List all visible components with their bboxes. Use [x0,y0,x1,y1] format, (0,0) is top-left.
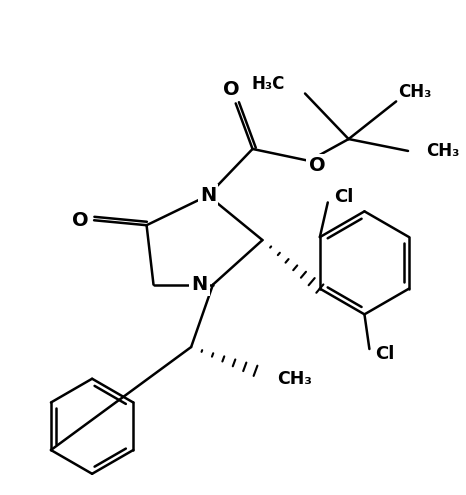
Text: CH₃: CH₃ [277,370,312,388]
Text: Cl: Cl [334,189,353,206]
Text: N: N [191,275,207,294]
Text: H₃C: H₃C [252,75,285,93]
Text: O: O [308,156,325,175]
Text: N: N [200,186,216,205]
Text: O: O [72,211,89,230]
Text: CH₃: CH₃ [398,83,432,100]
Text: O: O [223,80,240,99]
Text: CH₃: CH₃ [426,142,459,160]
Text: Cl: Cl [376,345,395,363]
